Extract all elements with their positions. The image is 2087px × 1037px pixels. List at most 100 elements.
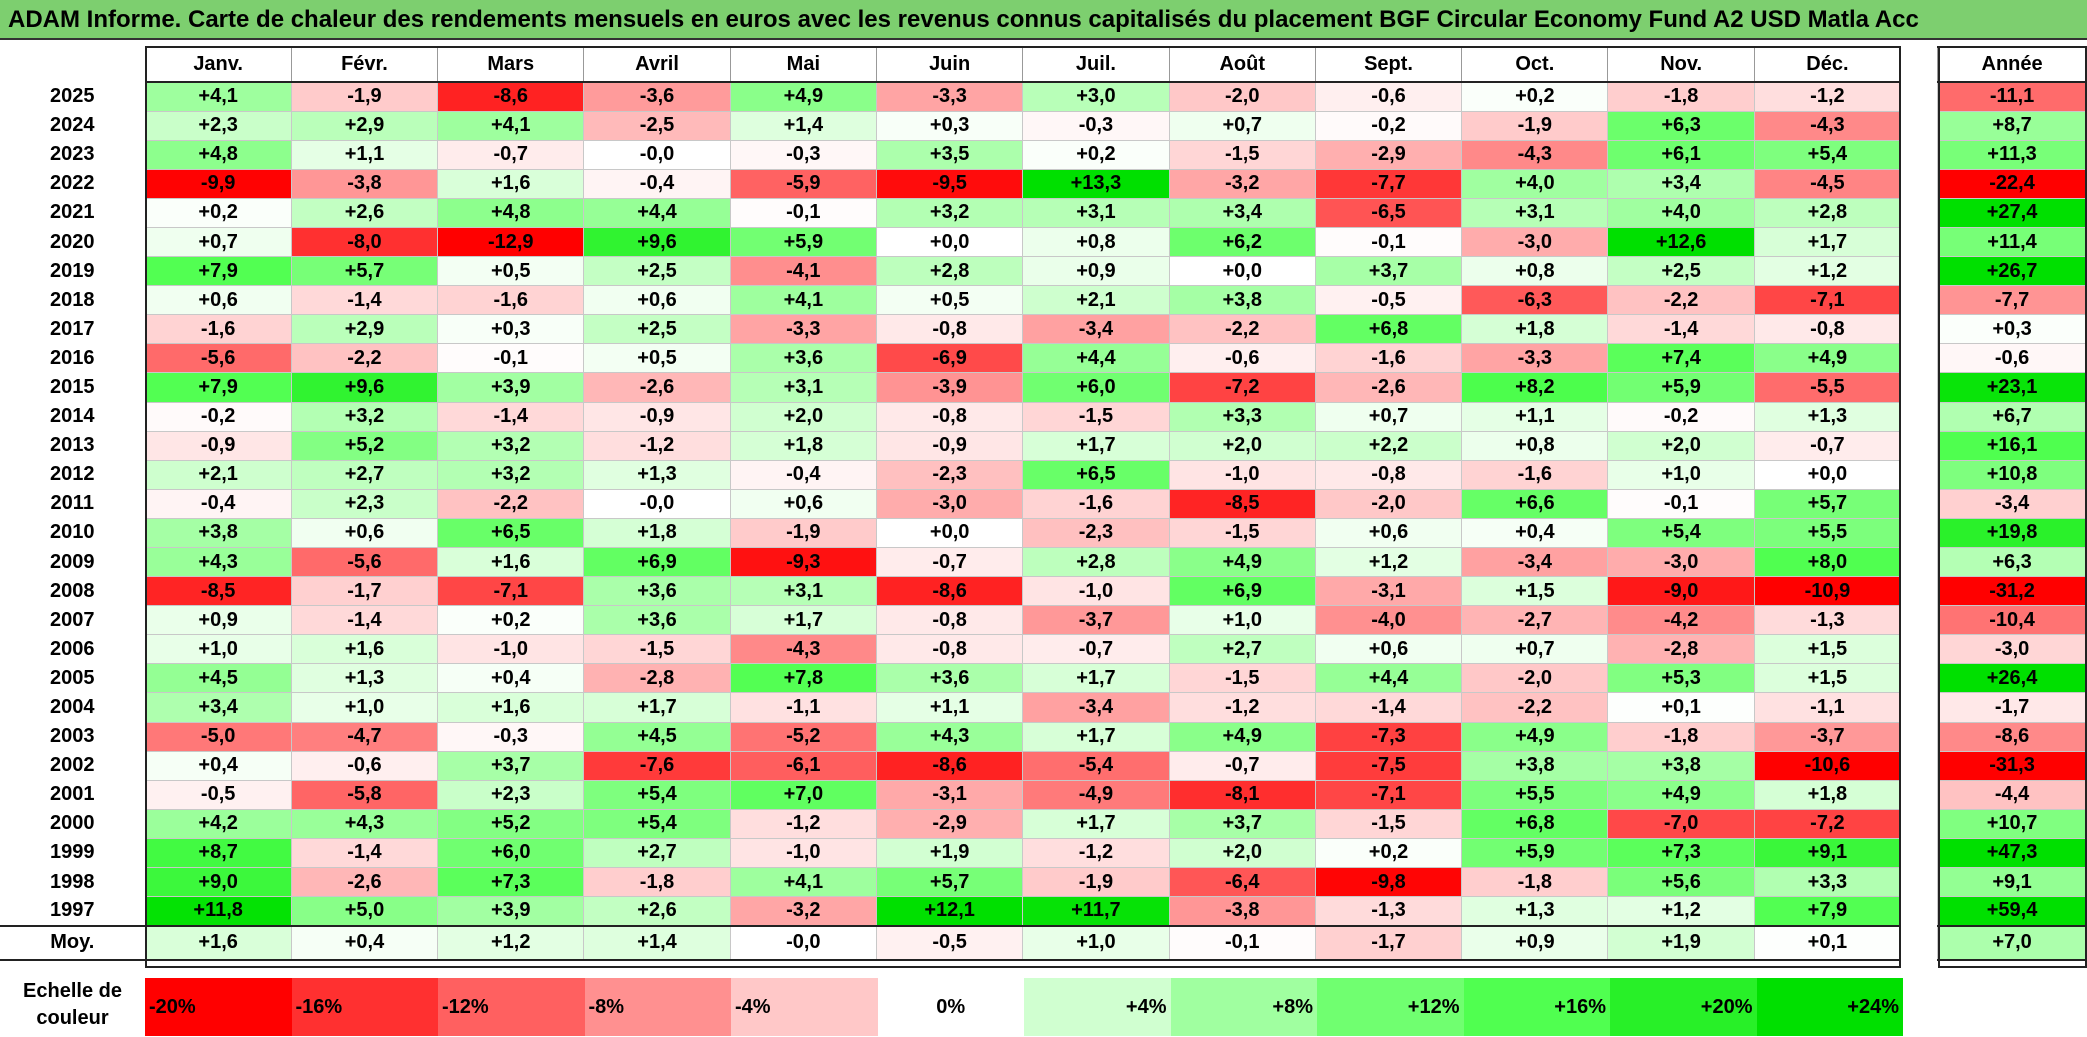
month-cell: +1,0: [144, 634, 292, 665]
month-cell: +0,2: [1314, 837, 1463, 869]
column-gap: [1900, 198, 1938, 228]
column-header: Oct.: [1461, 46, 1609, 83]
month-cell: +5,7: [290, 256, 439, 287]
month-cell: -3,4: [1461, 546, 1609, 578]
month-cell: +4,5: [144, 663, 292, 694]
month-cell: -3,4: [1022, 692, 1170, 723]
month-cell: +2,9: [290, 314, 439, 345]
year-label: 2011: [50, 492, 94, 515]
month-cell: +1,0: [1168, 605, 1316, 636]
month-cell: +4,2: [144, 808, 292, 839]
annual-cell: +10,8: [1937, 459, 2087, 490]
month-cell: -7,2: [1753, 808, 1902, 839]
annual-cell: +8,7: [1937, 110, 2087, 141]
month-cell: +0,0: [1168, 256, 1316, 287]
month-cell: -9,0: [1607, 576, 1755, 607]
year-label: 2004: [50, 696, 95, 719]
year-label: 2020: [50, 230, 95, 253]
month-cell: +2,5: [583, 256, 731, 287]
month-cell: +6,8: [1314, 314, 1463, 345]
month-cell: -3,2: [729, 896, 877, 927]
average-label: Moy.: [0, 924, 145, 961]
month-cell: +5,9: [1607, 372, 1755, 403]
year-label: 2005: [50, 666, 95, 689]
month-cell: -2,9: [875, 808, 1024, 839]
month-cell: -2,6: [1314, 372, 1463, 403]
year-label: 2013: [50, 434, 95, 457]
month-cell: +11,7: [1022, 896, 1170, 927]
month-cell: -0,6: [1168, 343, 1316, 374]
month-cell: -5,8: [290, 779, 439, 810]
table-row: 2008 -8,5 -1,7 -7,1 +3,6 +3,1 -8,6 -1,0 +6,9 -3,1…: [0, 576, 2087, 607]
annual-cell: -11,1: [1937, 81, 2087, 112]
month-cell: +5,4: [1753, 139, 1902, 170]
annual-cell: +0,3: [1937, 314, 2087, 345]
month-cell: -4,1: [729, 256, 877, 287]
month-cell: +1,7: [1022, 721, 1170, 752]
month-cell: -3,7: [1022, 605, 1170, 636]
table-row: 2007 +0,9 -1,4 +0,2 +3,6 +1,7 -0,8 -3,7 +1,0 -4,0…: [0, 605, 2087, 636]
month-cell: +0,5: [437, 256, 585, 287]
month-cell: -0,7: [875, 546, 1024, 578]
month-cell: -1,6: [437, 285, 585, 316]
month-cell: +8,2: [1461, 372, 1609, 403]
month-cell: +4,0: [1461, 168, 1609, 199]
month-cell: +0,3: [437, 314, 585, 345]
year-label: 2014: [50, 405, 95, 428]
year-label: 2021: [50, 201, 95, 224]
color-scale-swatch: +8%: [1170, 978, 1317, 1036]
annual-cell: +26,7: [1937, 256, 2087, 287]
month-cell: +9,0: [144, 867, 292, 898]
month-cell: +1,3: [1461, 896, 1609, 927]
month-cell: +2,8: [875, 256, 1024, 287]
header-corner: [0, 47, 145, 82]
month-cell: +3,6: [729, 343, 877, 374]
column-header: Févr.: [290, 46, 439, 83]
month-cell: +0,7: [1168, 110, 1316, 141]
year-label: 2008: [50, 579, 95, 602]
column-gap: [1900, 605, 1938, 635]
column-header: Juin: [875, 46, 1024, 83]
chart-title: ADAM Informe. Carte de chaleur des rende…: [0, 0, 2087, 40]
annual-cell: -31,3: [1937, 750, 2087, 781]
month-cell: -6,4: [1168, 867, 1316, 898]
month-cell: +1,2: [1607, 896, 1755, 927]
month-cell: -4,3: [1461, 139, 1609, 170]
month-cell: +2,6: [583, 896, 731, 927]
month-cell: +3,6: [875, 663, 1024, 694]
month-cell: +3,4: [144, 692, 292, 723]
month-cell: -9,3: [729, 546, 877, 578]
month-cell: -1,3: [1314, 896, 1463, 927]
month-cell: -1,4: [290, 837, 439, 869]
average-annual-cell: +7,0: [1937, 924, 2087, 961]
average-cell: -0,5: [875, 924, 1024, 961]
column-header: Sept.: [1314, 46, 1463, 83]
month-cell: +3,9: [437, 896, 585, 927]
annual-cell: -0,6: [1937, 343, 2087, 374]
month-cell: -1,5: [1168, 663, 1316, 694]
column-header: Mai: [729, 46, 877, 83]
month-cell: +0,4: [1461, 517, 1609, 549]
month-cell: -0,8: [875, 314, 1024, 345]
month-cell: -2,2: [1607, 285, 1755, 316]
month-cell: -10,6: [1753, 750, 1902, 781]
month-cell: +6,9: [1168, 576, 1316, 607]
month-cell: -1,2: [1022, 837, 1170, 869]
month-cell: +2,0: [729, 401, 877, 432]
month-cell: +3,2: [437, 430, 585, 461]
month-cell: +1,2: [1753, 256, 1902, 287]
month-cell: +3,1: [729, 372, 877, 403]
month-cell: -0,0: [583, 139, 731, 170]
month-cell: +2,5: [1607, 256, 1755, 287]
month-cell: +2,1: [144, 459, 292, 490]
month-cell: +3,8: [1607, 750, 1755, 781]
month-cell: -7,0: [1607, 808, 1755, 839]
column-header: Déc.: [1753, 46, 1902, 83]
month-cell: +6,8: [1461, 808, 1609, 839]
table-row: 2021 +0,2 +2,6 +4,8 +4,4 -0,1 +3,2 +3,1 +3,4 -6,5…: [0, 197, 2087, 228]
month-cell: -4,2: [1607, 605, 1755, 636]
month-cell: -5,6: [144, 343, 292, 374]
month-cell: -5,0: [144, 721, 292, 752]
column-gap: [1900, 692, 1938, 723]
month-cell: +1,7: [1022, 430, 1170, 461]
